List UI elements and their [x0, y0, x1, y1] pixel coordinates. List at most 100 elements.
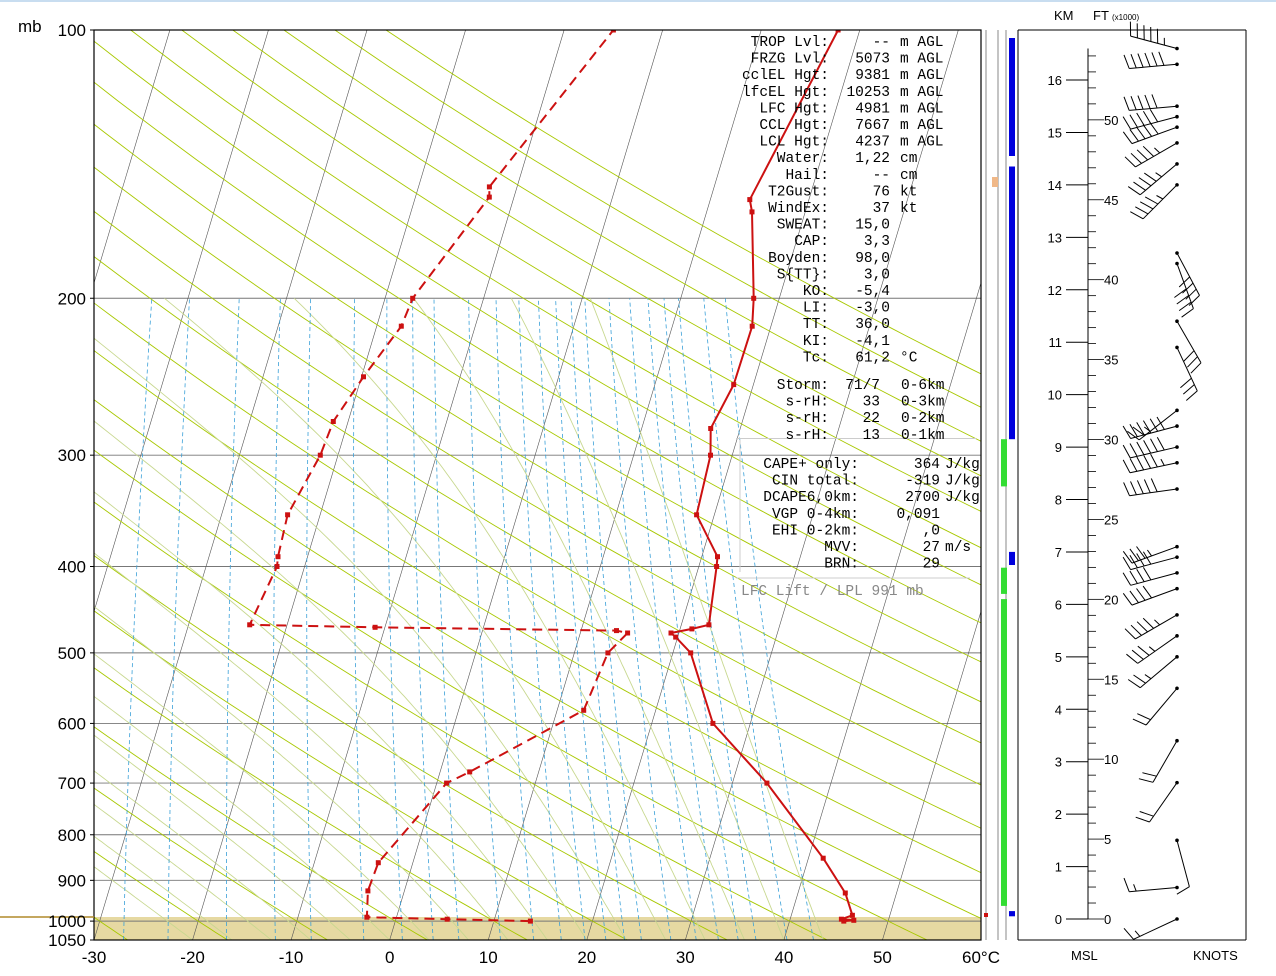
wind-barb	[1175, 251, 1200, 306]
dewpoint-point	[410, 295, 416, 301]
wind-barb	[1122, 436, 1179, 459]
temperature-point	[764, 780, 770, 786]
dewpoint-point	[247, 622, 253, 628]
pressure-tick-label: 500	[58, 644, 86, 663]
wind-barb	[1122, 416, 1179, 439]
temperature-tick-label: 10	[479, 948, 498, 967]
index-text: 3,0	[864, 267, 890, 283]
index-text: kt	[900, 201, 917, 217]
dewpoint-point	[625, 630, 631, 636]
dry-adiabat-line	[94, 40, 981, 586]
km-tick-label: 14	[1048, 178, 1062, 193]
index-text: 71/7	[845, 378, 880, 394]
dewpoint-point	[375, 860, 381, 866]
km-tick-label: 0	[1055, 912, 1062, 927]
dry-adiabat-line	[94, 123, 981, 663]
moist-adiabat-line	[94, 420, 588, 940]
temperature-point	[706, 622, 712, 628]
dewpoint-point	[486, 194, 492, 200]
index-text: 5073	[855, 52, 890, 68]
index-text: 9381	[855, 68, 890, 84]
index-text: 0-6km	[901, 378, 945, 394]
status-bar-blue	[1009, 911, 1015, 917]
dry-adiabat-line	[94, 850, 228, 940]
index-text: cclEL Hgt:	[742, 68, 829, 84]
km-tick-label: 4	[1055, 702, 1062, 717]
index-text: m/s	[945, 540, 971, 556]
index-text: Water:	[777, 151, 829, 167]
dry-adiabat-line	[94, 726, 428, 940]
index-text: CAP:	[794, 234, 829, 250]
dewpoint-point	[444, 780, 450, 786]
index-text: ,0	[923, 523, 940, 539]
index-text: EHI 0-2km:	[772, 523, 859, 539]
dewpoint-point	[361, 374, 366, 380]
wind-barb	[1122, 585, 1179, 606]
temperature-tick-label: 20	[577, 948, 596, 967]
ft-tick-label: 40	[1104, 273, 1118, 288]
moist-adiabat-line	[94, 835, 233, 940]
marker-orange	[992, 177, 998, 187]
pressure-tick-label: 800	[58, 826, 86, 845]
mixing-ratio-line	[433, 298, 460, 940]
index-text: 2700	[905, 490, 940, 506]
wind-barb	[1123, 877, 1179, 893]
index-text: VGP 0-4km:	[772, 507, 859, 523]
status-bar-green	[1001, 567, 1007, 594]
moist-adiabat-line	[94, 552, 509, 940]
index-text: 61,2	[855, 350, 890, 366]
temperature-point	[851, 917, 857, 923]
temperature-tick-label: 60°C	[962, 948, 1000, 967]
moist-adiabat-line	[94, 866, 193, 940]
dry-adiabat-line	[283, 30, 981, 442]
wind-barb	[1122, 544, 1179, 564]
ft-tick-label: 30	[1104, 433, 1118, 448]
ft-unit-label: (x1000)	[1112, 13, 1139, 22]
temperature-tick-label: 50	[873, 948, 892, 967]
dry-adiabat-line	[94, 256, 981, 786]
moist-adiabat-line	[164, 297, 667, 940]
temperature-tick-label: -30	[82, 948, 107, 967]
pressure-tick-label: 700	[58, 774, 86, 793]
mixing-ratio-line	[0, 298, 33, 940]
index-text: --	[873, 35, 890, 51]
isotherm-line	[94, 30, 269, 613]
mixing-ratio-line	[584, 298, 642, 940]
km-tick-label: 13	[1048, 230, 1062, 245]
moist-adiabat-line	[94, 337, 627, 940]
km-tick-label: 9	[1055, 440, 1062, 455]
km-tick-label: 7	[1055, 545, 1062, 560]
index-text: CAPE+ only:	[763, 457, 859, 473]
index-text: MVV:	[824, 540, 859, 556]
wind-barb	[1124, 613, 1179, 640]
temperature-point	[749, 323, 755, 329]
dry-adiabat-line	[94, 787, 328, 940]
index-text: Tc:	[803, 350, 829, 366]
index-text: cm	[900, 168, 917, 184]
dewpoint-point	[317, 452, 323, 458]
temperature-point	[751, 295, 757, 301]
moist-adiabat-line	[94, 491, 548, 940]
index-text: FRZG Lvl:	[751, 52, 829, 68]
dry-adiabat-line	[94, 302, 981, 829]
pressure-tick-label: 300	[58, 446, 86, 465]
wind-barb	[1175, 838, 1190, 895]
km-tick-label: 2	[1055, 807, 1062, 822]
status-bar-blue	[1009, 166, 1015, 440]
wind-barb	[1130, 183, 1179, 220]
temperature-point	[708, 426, 714, 431]
index-text: s-rH:	[785, 395, 829, 411]
isotherm-line	[685, 30, 959, 940]
wind-barb	[1174, 261, 1194, 318]
ft-tick-label: 50	[1104, 113, 1118, 128]
index-text: --	[873, 168, 890, 184]
mixing-ratio-line	[555, 298, 607, 940]
mixing-ratio-line	[495, 298, 534, 940]
temperature-profile-line	[668, 30, 854, 923]
wind-barb	[1123, 917, 1179, 940]
mixing-ratio-line	[353, 298, 365, 940]
index-text: DCAPE6,0km:	[763, 490, 859, 506]
dewpoint-point	[285, 512, 291, 518]
knots-label: KNOTS	[1193, 948, 1238, 963]
mixing-ratio-line	[468, 298, 501, 940]
